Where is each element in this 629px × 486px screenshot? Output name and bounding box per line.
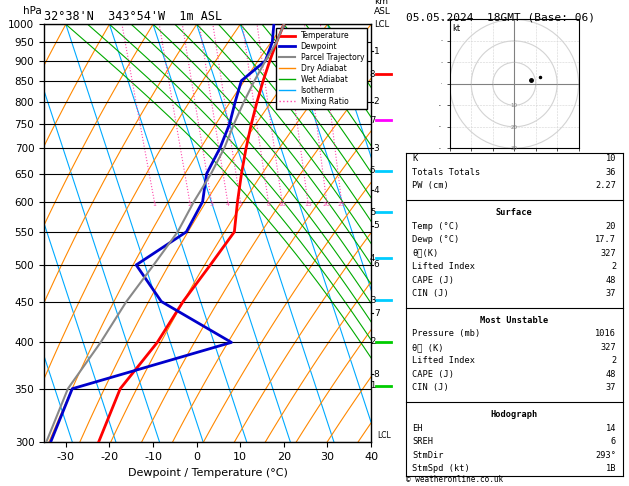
Text: 5: 5 [238, 202, 242, 207]
Text: StmDir: StmDir [412, 451, 443, 460]
Text: 4: 4 [374, 186, 379, 195]
Text: 15: 15 [304, 202, 312, 207]
Text: 8: 8 [374, 370, 379, 379]
Text: Hodograph: Hodograph [491, 410, 538, 419]
Text: 3: 3 [209, 202, 214, 207]
Text: θᴁ (K): θᴁ (K) [412, 343, 443, 352]
Text: 1016: 1016 [595, 330, 616, 338]
Text: 48: 48 [606, 276, 616, 285]
Text: Temp (°C): Temp (°C) [412, 222, 459, 231]
Text: StmSpd (kt): StmSpd (kt) [412, 464, 470, 473]
Text: 2: 2 [374, 97, 379, 106]
Text: 8: 8 [370, 70, 375, 79]
Text: 5: 5 [374, 221, 379, 230]
Text: 7: 7 [374, 309, 379, 318]
Text: 4: 4 [370, 254, 375, 263]
Text: 14: 14 [606, 424, 616, 433]
Text: 2.27: 2.27 [595, 181, 616, 191]
Text: CIN (J): CIN (J) [412, 383, 449, 392]
Text: Totals Totals: Totals Totals [412, 168, 481, 177]
Text: 327: 327 [601, 343, 616, 352]
Text: θᴁ(K): θᴁ(K) [412, 249, 438, 258]
Text: 3: 3 [370, 295, 375, 305]
Text: 3: 3 [374, 144, 379, 153]
Text: hPa: hPa [23, 6, 42, 16]
Legend: Temperature, Dewpoint, Parcel Trajectory, Dry Adiabat, Wet Adiabat, Isotherm, Mi: Temperature, Dewpoint, Parcel Trajectory… [276, 28, 367, 109]
Text: 2: 2 [611, 356, 616, 365]
Text: 2: 2 [370, 337, 375, 347]
Text: Lifted Index: Lifted Index [412, 356, 476, 365]
Text: CAPE (J): CAPE (J) [412, 370, 454, 379]
Text: 10: 10 [511, 103, 518, 108]
Text: Mixing Ratio (g/kg): Mixing Ratio (g/kg) [425, 193, 435, 273]
Text: 6: 6 [370, 166, 375, 175]
Text: 1: 1 [152, 202, 157, 207]
Text: 327: 327 [601, 249, 616, 258]
Text: 7: 7 [370, 116, 375, 125]
Text: 25: 25 [338, 202, 345, 207]
Text: 32°38'N  343°54'W  1m ASL: 32°38'N 343°54'W 1m ASL [44, 10, 222, 23]
Text: 36: 36 [606, 168, 616, 177]
Text: 2: 2 [611, 262, 616, 271]
Text: kt: kt [452, 24, 460, 33]
Text: 20: 20 [606, 222, 616, 231]
Text: 20: 20 [511, 124, 518, 130]
Text: 10: 10 [278, 202, 286, 207]
Text: km
ASL: km ASL [374, 0, 391, 16]
Text: CAPE (J): CAPE (J) [412, 276, 454, 285]
Text: 17.7: 17.7 [595, 235, 616, 244]
Text: Dewp (°C): Dewp (°C) [412, 235, 459, 244]
X-axis label: Dewpoint / Temperature (°C): Dewpoint / Temperature (°C) [128, 468, 287, 478]
Text: K: K [412, 155, 418, 163]
Text: 8: 8 [267, 202, 270, 207]
Text: 1B: 1B [606, 464, 616, 473]
Text: PW (cm): PW (cm) [412, 181, 449, 191]
Text: EH: EH [412, 424, 423, 433]
Text: Surface: Surface [496, 208, 533, 217]
Text: 1: 1 [374, 47, 379, 56]
Text: Most Unstable: Most Unstable [480, 316, 548, 325]
Text: © weatheronline.co.uk: © weatheronline.co.uk [406, 474, 503, 484]
Text: 37: 37 [606, 383, 616, 392]
Text: 2: 2 [187, 202, 192, 207]
Text: Pressure (mb): Pressure (mb) [412, 330, 481, 338]
Text: CIN (J): CIN (J) [412, 289, 449, 298]
Text: 05.05.2024  18GMT (Base: 06): 05.05.2024 18GMT (Base: 06) [406, 12, 594, 22]
Text: 4: 4 [226, 202, 230, 207]
Text: LCL: LCL [374, 20, 389, 29]
Text: 6: 6 [611, 437, 616, 446]
Text: 293°: 293° [595, 451, 616, 460]
Text: Lifted Index: Lifted Index [412, 262, 476, 271]
Text: 10: 10 [606, 155, 616, 163]
Text: 5: 5 [370, 208, 375, 217]
Text: 48: 48 [606, 370, 616, 379]
Text: 30: 30 [511, 146, 518, 151]
Text: SREH: SREH [412, 437, 433, 446]
Text: LCL: LCL [377, 431, 391, 440]
Text: 6: 6 [374, 260, 379, 269]
Text: 20: 20 [323, 202, 331, 207]
Text: 37: 37 [606, 289, 616, 298]
Text: 1: 1 [370, 382, 375, 390]
